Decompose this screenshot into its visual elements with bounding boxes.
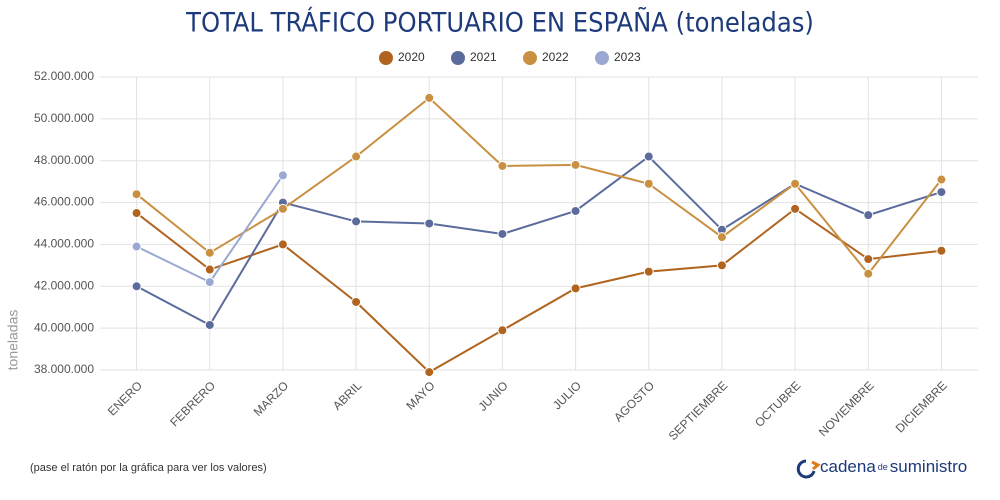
y-tick-label: 48.000.000	[34, 153, 94, 167]
legend-marker	[595, 51, 609, 65]
point	[351, 151, 362, 162]
y-tick-label: 44.000.000	[34, 237, 94, 251]
y-axis-label: toneladas	[5, 310, 21, 371]
point	[131, 241, 142, 252]
series	[131, 92, 947, 279]
x-tick-label: MAYO	[403, 378, 437, 412]
point	[570, 283, 581, 294]
y-tick-label: 38.000.000	[34, 362, 94, 376]
point	[351, 216, 362, 227]
x-tick-label: ABRIL	[330, 378, 365, 413]
legend-label: 2022	[542, 50, 569, 64]
point	[863, 268, 874, 279]
point	[277, 203, 288, 214]
series	[131, 203, 947, 378]
point	[716, 232, 727, 243]
brand: cadena de suministro	[796, 457, 967, 479]
x-tick-label: JULIO	[550, 378, 584, 412]
point	[277, 239, 288, 250]
point	[204, 247, 215, 258]
point	[131, 208, 142, 219]
brand-text: cadena de suministro	[820, 457, 967, 476]
point	[570, 205, 581, 216]
y-tick-label: 52.000.000	[34, 69, 94, 83]
point	[863, 210, 874, 221]
legend-marker	[523, 51, 537, 65]
y-tick-label: 50.000.000	[34, 111, 94, 125]
x-tick-label: JUNIO	[475, 378, 510, 413]
legend-label: 2021	[470, 50, 497, 64]
point	[204, 264, 215, 275]
x-tick-label: MARZO	[251, 378, 292, 419]
x-tick-label: AGOSTO	[611, 378, 657, 424]
point	[497, 228, 508, 239]
point	[643, 266, 654, 277]
x-tick-label: ENERO	[105, 378, 145, 418]
brand-icon	[796, 459, 816, 479]
point	[497, 325, 508, 336]
x-tick-label: OCTUBRE	[752, 378, 803, 429]
series	[131, 170, 288, 288]
brand-icon	[811, 460, 821, 471]
point	[424, 218, 435, 229]
point	[936, 245, 947, 256]
y-tick-label: 42.000.000	[34, 278, 94, 292]
point	[643, 151, 654, 162]
point	[351, 296, 362, 307]
point	[936, 174, 947, 185]
point	[424, 92, 435, 103]
x-tick-label: NOVIEMBRE	[816, 378, 877, 439]
line	[135, 96, 943, 276]
legend-marker	[451, 51, 465, 65]
point	[716, 260, 727, 271]
point	[570, 159, 581, 170]
x-tick-label: FEBRERO	[167, 378, 218, 429]
point	[936, 187, 947, 198]
x-tick-label: DICIEMBRE	[893, 378, 950, 435]
point	[863, 254, 874, 265]
point	[131, 281, 142, 292]
point	[424, 367, 435, 378]
point	[204, 277, 215, 288]
point	[643, 178, 654, 189]
note: (pase el ratón por la gráfica para ver l…	[30, 462, 267, 474]
y-tick-label: 40.000.000	[34, 320, 94, 334]
point	[790, 178, 801, 189]
line	[135, 207, 942, 374]
chart-title: TOTAL TRÁFICO PORTUARIO EN ESPAÑA (tonel…	[185, 7, 814, 39]
point	[204, 320, 215, 331]
y-tick-label: 46.000.000	[34, 195, 94, 209]
line	[136, 155, 942, 327]
legend-label: 2023	[614, 50, 641, 64]
legend-label: 2020	[398, 50, 425, 64]
point	[790, 203, 801, 214]
point	[277, 170, 288, 181]
x-tick-label: SEPTIEMBRE	[666, 378, 731, 443]
point	[131, 189, 142, 200]
legend-marker	[379, 51, 393, 65]
point	[497, 160, 508, 171]
series	[131, 151, 947, 331]
